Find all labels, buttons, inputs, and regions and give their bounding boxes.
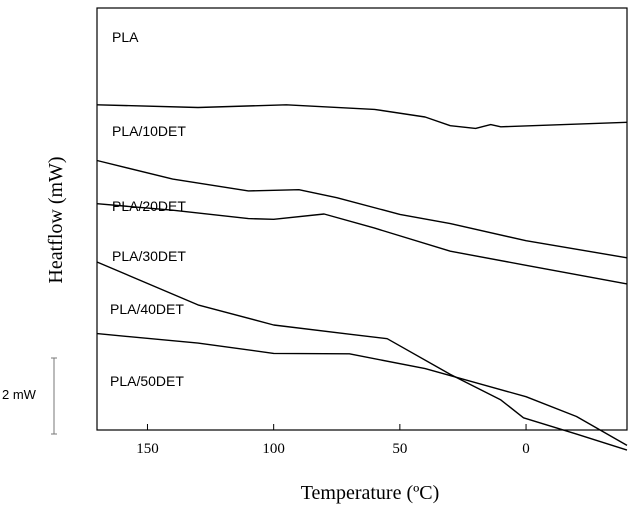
plot-frame <box>96 7 628 431</box>
scale-bar-label: 2 mW <box>2 387 37 402</box>
x-tick-label: 0 <box>522 441 530 457</box>
series-label: PLA <box>112 29 139 45</box>
x-tick-label: 50 <box>392 441 407 457</box>
series-line <box>96 261 628 451</box>
series-label: PLA/30DET <box>112 248 186 264</box>
y-axis-title: Heatflow (mW) <box>45 156 67 283</box>
series-line <box>96 203 628 285</box>
x-axis-ticks: 150 100 50 0 <box>136 424 530 457</box>
series-label: PLA/40DET <box>110 301 184 317</box>
x-tick-label: 100 <box>262 441 285 457</box>
series-label: PLA/20DET <box>112 198 186 214</box>
curves <box>96 104 628 451</box>
series-label: PLA/50DET <box>110 373 184 389</box>
series-label: PLA/10DET <box>112 123 186 139</box>
series-line <box>96 104 628 130</box>
series-labels: PLA PLA/10DET PLA/20DET PLA/30DET PLA/40DET P… <box>110 29 186 389</box>
series-line <box>96 159 628 259</box>
x-axis-title: Temperature (ºC) <box>301 482 440 504</box>
scale-bar: 2 mW <box>2 357 57 435</box>
series-line <box>96 332 628 447</box>
x-tick-label: 150 <box>136 441 159 457</box>
